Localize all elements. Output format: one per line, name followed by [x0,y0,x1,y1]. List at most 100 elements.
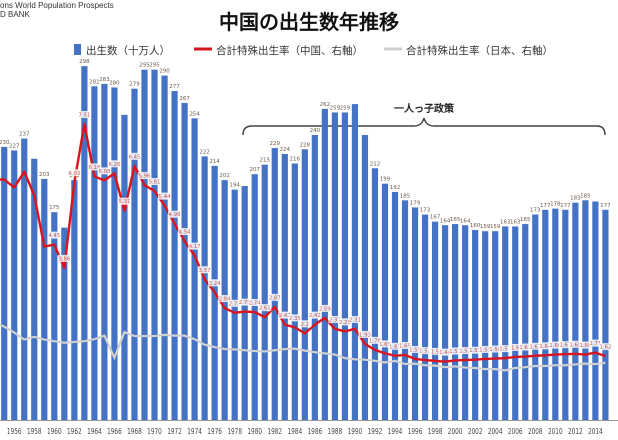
china-tfr-label-2003: 1.55 [479,347,491,353]
china-tfr-label-2002: 1.53 [469,348,481,354]
china-tfr-label-bg-2006 [508,343,522,351]
bar-label-1975: 222 [199,149,210,155]
legend-label-births: 出生数（十万人） [86,44,170,57]
bar-label-1999: 164 [440,218,451,224]
bar-label-2011: 177 [560,203,571,209]
x-tick-1960: 1960 [47,427,62,436]
china-tfr-label-bg-1987 [318,304,332,312]
china-tfr-label-1962: 6.03 [68,171,80,177]
bar-label-1987: 262 [320,102,331,108]
x-tick-2012: 2012 [568,427,583,436]
china-tfr-label-bg-1986 [308,311,322,319]
china-tfr-label-bg-1979 [238,298,252,306]
bar-2002 [472,230,479,420]
china-tfr-label-bg-2003 [478,345,492,353]
bar-label-1992: 212 [370,161,381,167]
bar-1987 [321,108,328,420]
china-tfr-label-1982: 2.87 [269,295,281,301]
bar-label-2002: 160 [470,223,481,229]
x-tick-1992: 1992 [368,427,383,436]
china-tfr-label-1965: 6.08 [99,169,111,175]
x-tick-1974: 1974 [187,427,202,436]
china-tfr-label-bg-1964 [87,163,101,171]
china-tfr-label-1992: 1.78 [369,338,381,344]
policy-bracket: 一人っ子政策 [242,102,606,136]
bar-label-1981: 215 [259,158,270,164]
china-tfr-label-1987: 2.59 [319,306,331,312]
x-tick-2000: 2000 [448,427,463,436]
x-tick-1962: 1962 [67,427,82,436]
bar-1958 [31,158,38,420]
china-tfr-label-bg-2000 [448,347,462,355]
china-tfr-label-1983: 2.42 [279,313,291,319]
china-tfr-label-bg-1976 [208,279,222,287]
bar-label-1995: 185 [400,193,411,199]
x-axis: 1956 1958 1960 1962 1964 1966 1968 1970 1972 1974… [0,420,618,436]
china-tfr-label-bg-1977 [218,295,232,303]
china-tfr-label-bg-1970 [148,178,162,186]
china-tfr-label-1977: 2.84 [219,297,231,303]
china-tfr-label-2007: 1.61 [519,345,531,351]
policy-annotation: 一人っ子政策 [394,102,455,115]
x-tick-2008: 2008 [528,427,543,436]
bar-2007 [522,224,529,420]
x-tick-2006: 2006 [508,427,523,436]
bar-label-1964: 281 [89,79,100,85]
bar-label-1956: 227 [9,143,20,149]
bar-1965 [101,83,108,420]
china-tfr-line [0,122,606,363]
bar-label-1980: 207 [249,167,260,173]
bar-2001 [462,225,469,420]
bar-1972 [171,91,178,420]
japan-tfr-line [0,323,606,372]
bar-2012 [572,202,579,420]
bar-label-1970: 295 [149,63,160,69]
bar-1986 [311,135,318,420]
china-tfr-label-1960: 4.45 [48,233,60,239]
x-tick-1998: 1998 [428,427,443,436]
bar-label-1959: 203 [39,172,50,178]
bar-label-1974: 254 [189,111,200,117]
china-tfr-label-bg-1991 [358,330,372,338]
china-tfr-label-1986: 2.42 [309,313,321,319]
china-tfr-label-1973: 4.54 [179,230,191,236]
bar-label-1982: 229 [270,141,281,147]
china-tfr-label-bg-2013 [578,341,592,349]
bar-1989 [341,112,348,420]
china-tfr-label-2004: 1.56 [489,347,501,353]
bar-2009 [542,209,549,420]
china-tfr-label-bg-1984 [288,314,302,322]
x-tick-1990: 1990 [348,427,363,436]
bar-label-1978: 194 [229,183,240,189]
bar-1956 [11,150,18,420]
china-tfr-label-bg-1990 [348,315,362,323]
china-tfr-label-bg-1975 [198,266,212,274]
bar-label-1955: 230 [0,140,10,146]
china-tfr-label-bg-1995 [398,341,412,349]
china-tfr-label-bg-1960 [47,231,61,239]
bar-label-2000: 165 [450,217,461,223]
x-tick-2002: 2002 [468,427,483,436]
china-tfr-label-1974: 4.17 [189,244,201,250]
policy-bracket-shape [242,117,606,136]
bar-label-2010: 178 [550,202,561,208]
bar-1985 [301,149,308,420]
china-tfr-label-bg-1997 [418,347,432,355]
bar-1970 [151,69,158,420]
bar-1975 [201,156,208,420]
x-tick-1996: 1996 [408,427,423,436]
china-tfr-label-bg-2002 [468,346,482,354]
bar-1994 [391,192,399,420]
china-tfr-label-bg-1994 [388,342,402,350]
china-tfr-label-2013: 1.66 [579,343,591,349]
bar-1968 [131,88,138,420]
china-tfr-label-bg-2011 [558,341,572,349]
bar-label-1969: 295 [139,63,150,69]
x-tick-2004: 2004 [488,427,503,436]
bar-label-2007: 165 [520,217,531,223]
bar-2010 [552,208,559,420]
china-tfr-label-bg-2008 [528,342,542,350]
bar-2008 [532,214,539,420]
x-tick-1984: 1984 [287,427,302,436]
